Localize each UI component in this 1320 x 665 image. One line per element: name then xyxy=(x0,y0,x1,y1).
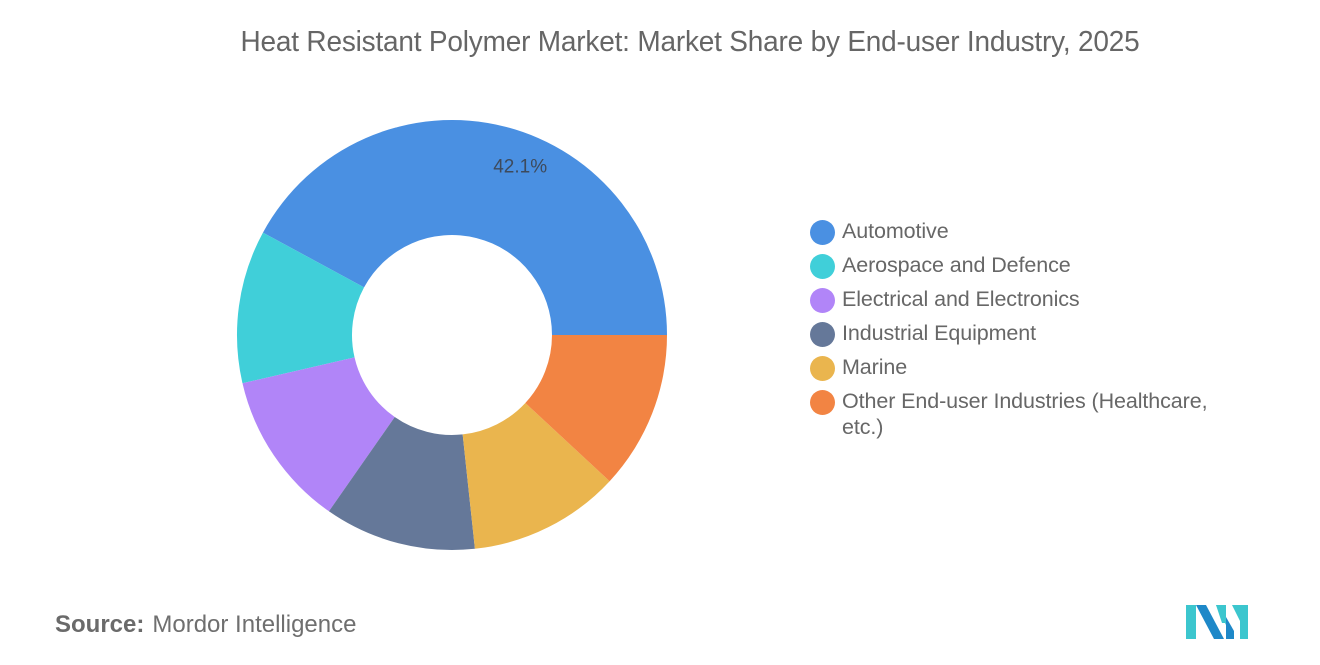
source-line: Source: Mordor Intelligence xyxy=(55,611,356,639)
legend-item[interactable]: Aerospace and Defence xyxy=(810,252,1250,279)
legend-item[interactable]: Marine xyxy=(810,354,1250,381)
donut-slice-marine[interactable] xyxy=(462,402,610,549)
legend-marker-circle-icon xyxy=(810,288,835,313)
legend-marker-circle-icon xyxy=(810,254,835,279)
legend-marker-circle-icon xyxy=(810,390,835,415)
legend-label: Aerospace and Defence xyxy=(842,253,1071,277)
mordor-intelligence-logo-icon xyxy=(1184,603,1252,641)
chart-legend: Automotive Aerospace and Defence Electrica… xyxy=(810,218,1250,447)
source-label: Source: xyxy=(55,611,145,638)
legend-marker-circle-icon xyxy=(810,322,835,347)
donut-slice-automotive[interactable] xyxy=(262,119,667,335)
legend-label: Marine xyxy=(842,355,908,379)
donut-slice-electrical-and-electronics[interactable] xyxy=(242,357,395,512)
legend-item[interactable]: Automotive xyxy=(810,218,1250,245)
legend-item[interactable]: Other End-user Industries (Healthcare, e… xyxy=(810,388,1250,440)
legend-marker-circle-icon xyxy=(810,220,835,245)
donut-slice-other-end-user-industries-healthcare-etc[interactable] xyxy=(525,335,667,482)
legend-label: Other End-user Industries (Healthcare, e… xyxy=(842,389,1208,439)
legend-label: Industrial Equipment xyxy=(842,321,1036,345)
legend-label: Electrical and Electronics xyxy=(842,287,1080,311)
legend-item[interactable]: Industrial Equipment xyxy=(810,320,1250,347)
donut-slice-industrial-equipment[interactable] xyxy=(328,416,475,550)
legend-marker-circle-icon xyxy=(810,356,835,381)
donut-slice-aerospace-and-defence[interactable] xyxy=(236,232,365,384)
legend-item[interactable]: Electrical and Electronics xyxy=(810,286,1250,313)
slice-value-label: 42.1% xyxy=(493,156,547,177)
chart-title: Heat Resistant Polymer Market: Market Sh… xyxy=(240,26,1140,58)
legend-label: Automotive xyxy=(842,219,949,243)
source-value: Mordor Intelligence xyxy=(152,611,357,638)
